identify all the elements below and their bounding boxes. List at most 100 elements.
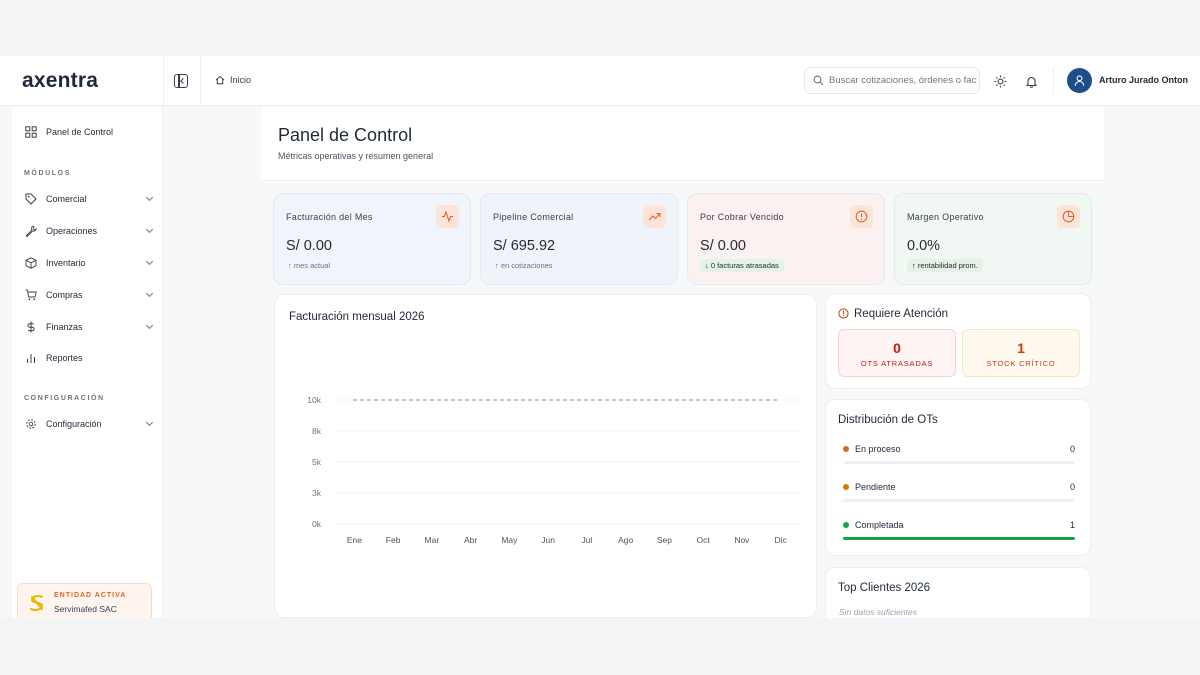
app-window: axentra Inicio Arturo Jurado Onton Panel… [0,56,1200,618]
late-ots-box[interactable]: 0 OTS ATRASADAS [838,329,956,377]
sidebar-item-compras[interactable]: Compras [24,285,154,305]
tag-icon [24,192,38,206]
kpi-badge: ↑ rentabilidad prom. [907,259,983,272]
chevron-down-icon[interactable] [145,289,154,298]
distribution-value: 0 [1069,482,1075,492]
bar-chart-icon [24,351,38,365]
chevron-down-icon[interactable] [145,418,154,427]
sidebar-item-label: Comercial [46,194,87,204]
header-divider [200,56,201,106]
x-tick-label: Jul [581,535,592,545]
kpi-value: S/ 0.00 [700,238,746,254]
chart-title: Facturación mensual 2026 [289,311,425,323]
top-clients-card: Top Clientes 2026 Sin datos suficientes [825,567,1091,618]
sidebar-item-comercial[interactable]: Comercial [24,189,154,209]
distribution-value: 0 [1069,444,1075,454]
page-header: Panel de Control Métricas operativas y r… [261,107,1104,181]
kpi-value: 0.0% [907,238,941,254]
critical-stock-label: STOCK CRÍTICO [986,359,1056,368]
critical-stock-value: 1 [1017,340,1025,356]
x-tick-label: Abr [464,535,477,545]
distribution-value: 1 [1069,520,1075,530]
kpi-note: ↑ mes actual [288,261,331,270]
x-tick-label: Ago [618,535,633,545]
chevron-down-icon[interactable] [145,257,154,266]
top-clients-empty: Sin datos suficientes [839,607,917,617]
sidebar-item-label: Reportes [46,353,83,363]
progress-track [843,499,1075,502]
distribution-label: En proceso [855,444,901,454]
late-ots-value: 0 [893,340,901,356]
sidebar-item-reportes[interactable]: Reportes [24,348,152,368]
sidebar-item-finanzas[interactable]: Finanzas [24,317,154,337]
kpi-label: Margen Operativo [907,212,984,222]
section-modules: MÓDULOS [24,170,71,177]
kpi-card-pipeline[interactable]: Pipeline Comercial S/ 695.92 ↑ en cotiza… [480,193,678,285]
distribution-title: Distribución de OTs [838,414,938,426]
grid-icon [24,125,38,139]
kpi-card-por-cobrar[interactable]: Por Cobrar Vencido S/ 0.00 ↓ 0 facturas … [687,193,885,285]
header-divider [163,56,164,106]
kpi-value: S/ 0.00 [286,238,332,254]
chevron-down-icon[interactable] [145,193,154,202]
critical-stock-box[interactable]: 1 STOCK CRÍTICO [962,329,1080,377]
sidebar: Panel de Control MÓDULOS Comercial Opera… [12,107,163,618]
alert-circle-icon [838,308,849,319]
top-clients-title: Top Clientes 2026 [838,582,931,594]
user-avatar[interactable] [1067,68,1092,93]
entity-value: Servimafed SAC [54,604,117,614]
page-title: Panel de Control [278,125,413,145]
x-tick-label: Mar [425,535,440,545]
sidebar-item-label: Panel de Control [46,127,114,137]
kpi-card-margen[interactable]: Margen Operativo 0.0% ↑ rentabilidad pro… [894,193,1092,285]
kpi-label: Facturación del Mes [286,212,373,222]
kpi-note: ↑ en cotizaciones [495,261,553,270]
sidebar-item-operaciones[interactable]: Operaciones [24,221,154,241]
breadcrumb: Inicio [215,75,251,85]
theme-sun-icon[interactable] [992,73,1008,89]
status-dot [843,484,849,490]
user-icon [1074,75,1085,86]
sidebar-toggle-icon[interactable] [174,74,188,88]
chevron-down-icon[interactable] [145,321,154,330]
alert-circle-icon [850,205,873,228]
progress-track [843,461,1075,464]
progress-fill [843,537,1075,540]
bell-icon[interactable] [1023,73,1039,89]
kpi-label: Por Cobrar Vencido [700,212,784,222]
late-ots-label: OTS ATRASADAS [860,359,934,368]
page-subtitle: Métricas operativas y resumen general [278,151,434,161]
trending-up-icon [643,205,666,228]
sidebar-item-label: Operaciones [46,226,98,236]
distribution-label: Pendiente [855,482,896,492]
x-tick-label: Oct [697,535,711,545]
home-icon[interactable] [215,75,225,85]
sidebar-item-dashboard[interactable]: Panel de Control [24,122,152,142]
kpi-badge: ↓ 0 facturas atrasadas [700,259,784,272]
sidebar-item-label: Configuración [46,419,102,429]
box-icon [24,256,38,270]
kpi-card-facturacion[interactable]: Facturación del Mes S/ 0.00 ↑ mes actual [273,193,471,285]
cart-icon [24,288,38,302]
active-entity-card[interactable]: ENTIDAD ACTIVA Servimafed SAC [17,583,152,618]
kpi-value: S/ 695.92 [493,238,556,254]
search-input[interactable] [829,75,977,86]
x-tick-label: Feb [386,535,401,545]
progress-track [843,537,1075,540]
sidebar-item-inventario[interactable]: Inventario [24,253,154,273]
x-tick-label: Dic [774,535,787,545]
y-tick-label: 0k [312,519,322,529]
search-box[interactable] [804,67,980,94]
app-logo[interactable]: axentra [22,69,99,92]
x-tick-label: Sep [657,535,672,545]
search-icon [813,75,824,86]
activity-icon [436,205,459,228]
y-tick-label: 10k [307,395,321,405]
y-tick-label: 8k [312,426,322,436]
user-name[interactable]: Arturo Jurado Onton [1099,75,1188,85]
breadcrumb-home[interactable]: Inicio [230,75,252,85]
sidebar-item-label: Inventario [46,258,86,268]
chevron-down-icon[interactable] [145,225,154,234]
sidebar-item-configuracion[interactable]: Configuración [24,414,154,434]
top-header: axentra Inicio Arturo Jurado Onton [0,56,1200,106]
